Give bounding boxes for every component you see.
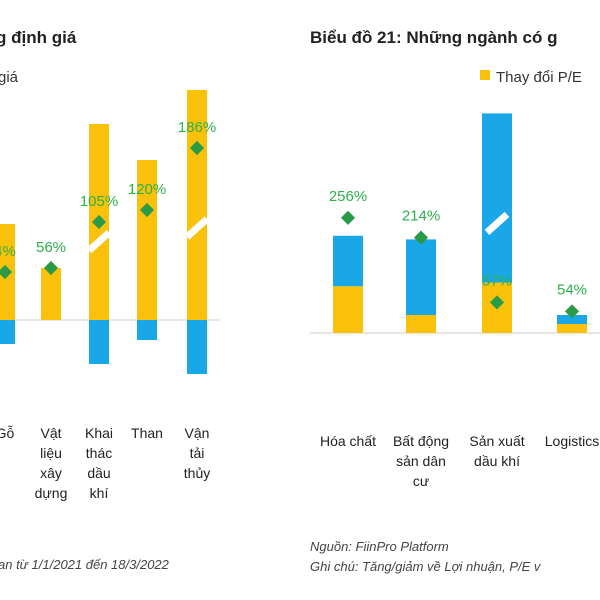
right-chart-title: Biểu đồ 21: Những ngành có g bbox=[310, 28, 557, 47]
right-category-label: Hóa chất bbox=[320, 433, 376, 449]
left-data-label: 186% bbox=[178, 119, 216, 136]
left-data-label: 56% bbox=[36, 239, 66, 256]
right-data-label: 57% bbox=[482, 272, 512, 289]
left-change-marker bbox=[189, 140, 205, 156]
right-legend-label: Thay đổi P/E bbox=[496, 69, 582, 86]
right-pe-bar bbox=[333, 235, 363, 287]
left-profit-bar bbox=[137, 160, 157, 320]
right-profit-bar bbox=[557, 324, 587, 333]
right-plot: 256% Hóa chất 214% Bất động sản dân cư 57% Sản … bbox=[310, 113, 600, 489]
left-legend-label: giá bbox=[0, 69, 19, 86]
right-category-label: Bất động sản dân cư bbox=[393, 433, 449, 489]
left-pe-bar bbox=[89, 320, 109, 364]
left-chart-title: g định giá bbox=[0, 28, 77, 47]
left-pe-bar bbox=[137, 320, 157, 340]
left-change-marker bbox=[0, 264, 13, 280]
left-category-label: Than bbox=[131, 425, 163, 441]
right-change-marker bbox=[489, 295, 505, 310]
left-category-label: Gỗ bbox=[0, 425, 15, 441]
right-legend-swatch bbox=[480, 70, 490, 80]
left-profit-bar bbox=[41, 268, 61, 320]
axis-break-mark bbox=[184, 216, 210, 240]
right-category-label: Logistics bbox=[545, 433, 599, 449]
right-change-marker bbox=[413, 230, 429, 245]
left-category-label: Vận tải thủy bbox=[184, 425, 210, 481]
right-data-label: 256% bbox=[329, 188, 367, 205]
right-chart-source: Nguồn: FiinPro Platform bbox=[310, 539, 449, 554]
right-change-marker bbox=[564, 304, 580, 319]
right-pe-bar bbox=[557, 315, 587, 324]
left-pe-bar bbox=[187, 320, 207, 374]
right-data-label: 54% bbox=[557, 281, 587, 298]
axis-break-mark bbox=[86, 229, 112, 254]
left-data-label: 105% bbox=[80, 193, 118, 210]
right-category-label: Sản xuất dầu khí bbox=[469, 433, 524, 469]
right-profit-bar bbox=[333, 286, 363, 333]
right-profit-bar bbox=[406, 315, 436, 333]
left-change-marker bbox=[43, 260, 59, 276]
left-category-label: Vật liệu xây dựng bbox=[35, 425, 68, 501]
left-pe-bar bbox=[0, 320, 15, 344]
left-data-label: 4% bbox=[0, 243, 16, 260]
right-pe-bar bbox=[482, 113, 512, 283]
left-category-label: Khai thác dầu khí bbox=[85, 425, 113, 501]
left-data-label: 120% bbox=[128, 181, 166, 198]
right-data-label: 214% bbox=[402, 208, 440, 225]
right-pe-bar bbox=[406, 239, 436, 315]
left-chart-note: an từ 1/1/2021 đến 18/3/2022 bbox=[0, 557, 170, 572]
right-chart-note: Ghi chú: Tăng/giảm về Lợi nhuận, P/E v bbox=[310, 559, 542, 574]
right-change-marker bbox=[340, 210, 356, 225]
axis-break-mark bbox=[484, 211, 510, 235]
left-change-marker bbox=[139, 202, 155, 218]
